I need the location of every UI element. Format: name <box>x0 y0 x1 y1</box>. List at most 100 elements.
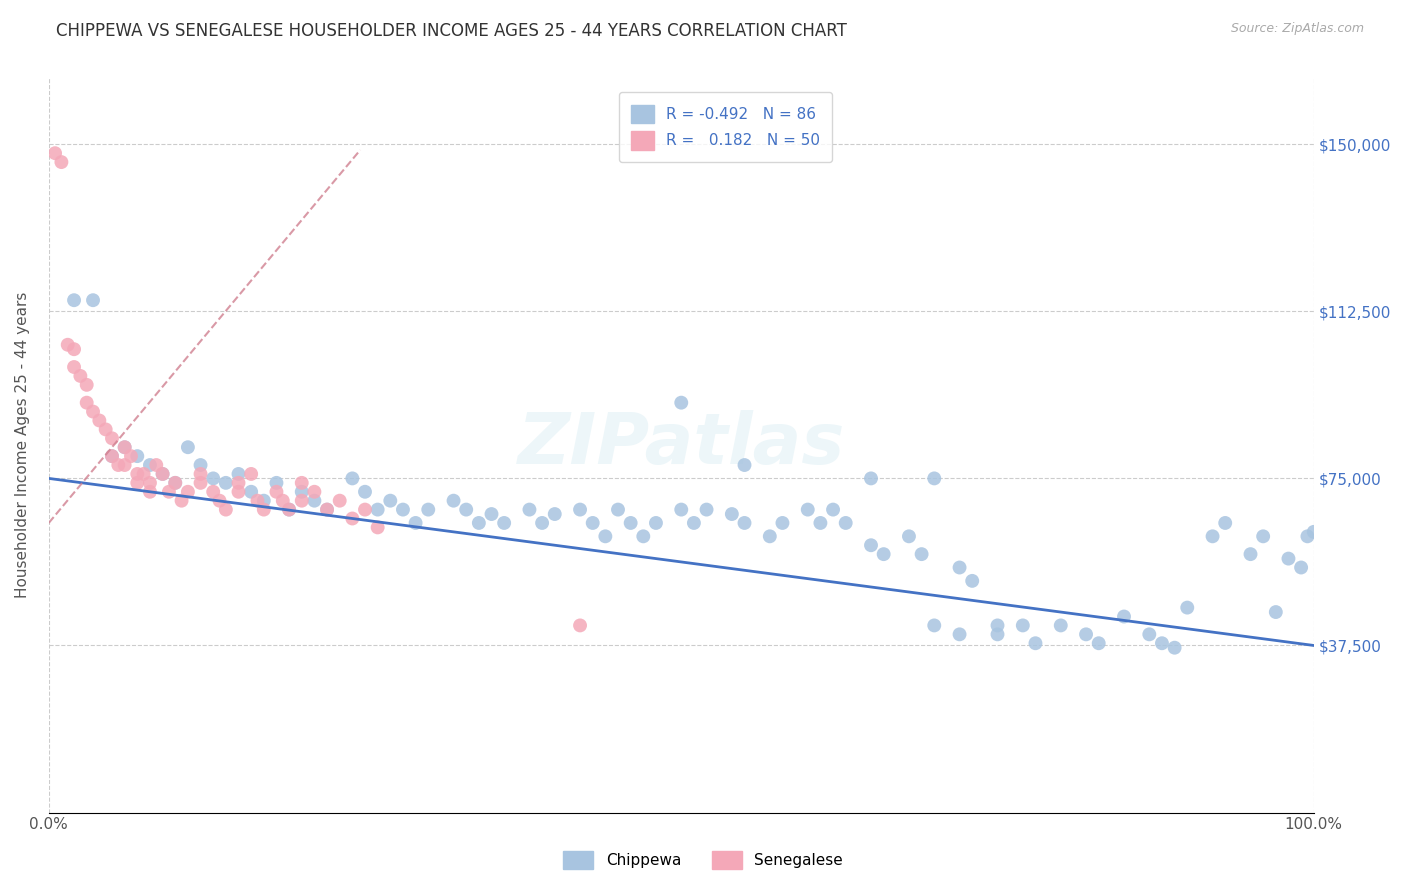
Point <box>240 467 263 481</box>
Point <box>1289 560 1312 574</box>
Point <box>139 458 162 472</box>
Point <box>82 293 104 308</box>
Point <box>367 520 389 534</box>
Point <box>922 471 945 485</box>
Point <box>1296 529 1319 543</box>
Point <box>177 440 200 454</box>
Point <box>607 502 630 516</box>
Point <box>76 395 98 409</box>
Point <box>89 413 111 427</box>
Point <box>494 516 516 530</box>
Point <box>316 502 339 516</box>
Point <box>986 618 1008 632</box>
Point <box>1251 529 1274 543</box>
Point <box>202 484 225 499</box>
Point <box>620 516 643 530</box>
Point <box>797 502 820 516</box>
Point <box>63 359 86 374</box>
Text: CHIPPEWA VS SENEGALESE HOUSEHOLDER INCOME AGES 25 - 44 YEARS CORRELATION CHART: CHIPPEWA VS SENEGALESE HOUSEHOLDER INCOM… <box>56 22 846 40</box>
Text: ZIPatlas: ZIPatlas <box>517 410 845 480</box>
Point <box>354 502 377 516</box>
Point <box>405 516 427 530</box>
Point <box>1112 609 1135 624</box>
Point <box>145 458 167 472</box>
Point <box>316 502 339 516</box>
Point <box>922 618 945 632</box>
Point <box>44 146 66 161</box>
Point <box>443 493 465 508</box>
Point <box>418 502 440 516</box>
Point <box>152 467 174 481</box>
Point <box>986 627 1008 641</box>
Point <box>960 574 983 588</box>
Point <box>633 529 655 543</box>
Point <box>734 516 756 530</box>
Point <box>519 502 541 516</box>
Point <box>721 507 744 521</box>
Point <box>120 449 142 463</box>
Point <box>291 493 314 508</box>
Point <box>342 511 364 525</box>
Point <box>671 395 693 409</box>
Point <box>645 516 668 530</box>
Point <box>544 507 567 521</box>
Point <box>101 449 124 463</box>
Point <box>696 502 718 516</box>
Point <box>1150 636 1173 650</box>
Point <box>278 502 301 516</box>
Point <box>468 516 491 530</box>
Point <box>190 475 212 490</box>
Point <box>63 293 86 308</box>
Point <box>569 618 592 632</box>
Point <box>897 529 920 543</box>
Point <box>56 337 79 351</box>
Point <box>948 560 970 574</box>
Point <box>759 529 782 543</box>
Point <box>246 493 269 508</box>
Point <box>772 516 794 530</box>
Point <box>208 493 231 508</box>
Point <box>1175 600 1198 615</box>
Point <box>291 484 314 499</box>
Point <box>859 471 882 485</box>
Point <box>132 467 155 481</box>
Point <box>1264 605 1286 619</box>
Point <box>215 475 238 490</box>
Point <box>101 449 124 463</box>
Point <box>69 368 91 383</box>
Point <box>215 502 238 516</box>
Point <box>202 471 225 485</box>
Point <box>107 458 129 472</box>
Point <box>1024 636 1046 650</box>
Point <box>1213 516 1236 530</box>
Point <box>63 342 86 356</box>
Point <box>127 475 149 490</box>
Point <box>582 516 605 530</box>
Point <box>139 484 162 499</box>
Point <box>165 475 187 490</box>
Point <box>114 440 136 454</box>
Point <box>481 507 503 521</box>
Point <box>595 529 617 543</box>
Point <box>734 458 756 472</box>
Point <box>271 493 294 508</box>
Point <box>266 484 288 499</box>
Point <box>253 502 276 516</box>
Point <box>114 440 136 454</box>
Point <box>569 502 592 516</box>
Point <box>380 493 402 508</box>
Point <box>165 475 187 490</box>
Point <box>948 627 970 641</box>
Point <box>304 493 326 508</box>
Point <box>823 502 845 516</box>
Point <box>253 493 276 508</box>
Point <box>127 449 149 463</box>
Point <box>177 484 200 499</box>
Point <box>1087 636 1109 650</box>
Point <box>240 484 263 499</box>
Point <box>367 502 389 516</box>
Point <box>834 516 856 530</box>
Point <box>1302 524 1324 539</box>
Point <box>76 377 98 392</box>
Point <box>190 458 212 472</box>
